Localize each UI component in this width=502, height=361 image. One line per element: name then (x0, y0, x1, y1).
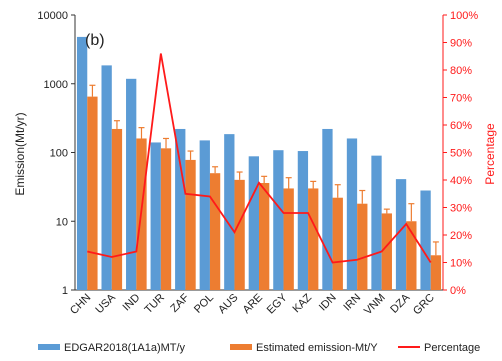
bar-estimated-usa (111, 128, 123, 290)
bar-estimated-egy (283, 188, 294, 290)
bar-edgar-vnm (371, 155, 382, 290)
bar-edgar-tur (150, 142, 161, 290)
bar-estimated-idn (332, 197, 343, 290)
legend-swatch-edgar (38, 344, 60, 350)
y-tick-label: 1 (62, 285, 68, 297)
bar-estimated-pol (209, 173, 221, 290)
x-tick-label-zaf: ZAF (168, 291, 191, 314)
bar-estimated-are (259, 183, 270, 290)
legend-label-edgar: EDGAR2018(1A1a)MT/y (64, 342, 186, 354)
y2-tick-label: 0% (450, 285, 466, 297)
bar-edgar-irn (346, 138, 358, 290)
bar-edgar-are (248, 156, 259, 290)
x-tick-label-aus: AUS (216, 292, 240, 316)
x-tick-label-usa: USA (93, 291, 118, 316)
bar-edgar-aus (224, 134, 235, 290)
bar-estimated-vnm (381, 213, 392, 290)
bar-estimated-tur (160, 148, 172, 290)
y2-tick-label: 100% (450, 10, 478, 22)
y2-tick-label: 50% (450, 148, 472, 160)
panel-label: (b) (85, 32, 105, 49)
bar-estimated-grc (430, 255, 442, 290)
y-tick-label: 100 (50, 148, 68, 160)
bar-edgar-chn (76, 36, 88, 290)
legend-swatch-estimated (230, 344, 252, 350)
bar-edgar-idn (322, 128, 333, 290)
x-tick-label-idn: IDN (317, 292, 339, 314)
y2-tick-label: 90% (450, 38, 472, 50)
legend: EDGAR2018(1A1a)MT/y Estimated emission-Mt… (38, 342, 480, 354)
bar-edgar-grc (420, 190, 431, 290)
y-tick-label: 10 (56, 216, 68, 228)
x-tick-label-tur: TUR (143, 292, 168, 317)
y-axis-title: Emission(Mt/yr) (13, 112, 27, 195)
y2-tick-label: 20% (450, 230, 472, 242)
bar-edgar-ind (126, 78, 137, 291)
y2-tick-label: 80% (450, 65, 472, 77)
bar-estimated-dza (406, 221, 417, 290)
x-tick-label-chn: CHN (68, 292, 93, 317)
y2-tick-label: 70% (450, 93, 472, 105)
bar-edgar-usa (101, 65, 112, 290)
bar-edgar-zaf (175, 128, 186, 290)
bar-estimated-chn (87, 96, 98, 290)
y2-tick-label: 40% (450, 175, 472, 187)
bar-estimated-kaz (308, 188, 319, 290)
x-tick-label-are: ARE (241, 292, 265, 316)
y2-tick-label: 10% (450, 258, 472, 270)
x-tick-label-ind: IND (121, 292, 143, 314)
x-tick-label-egy: EGY (265, 291, 290, 316)
x-tick-label-kaz: KAZ (291, 291, 315, 315)
x-tick-label-irn: IRN (341, 292, 363, 314)
y-tick-label: 1000 (44, 79, 68, 91)
x-tick-label-dza: DZA (388, 291, 413, 316)
percentage-line-group (87, 53, 432, 264)
bar-estimated-irn (357, 203, 368, 290)
y2-tick-label: 60% (450, 120, 472, 132)
x-tick-label-pol: POL (192, 292, 216, 316)
legend-label-percentage: Percentage (424, 342, 480, 354)
bar-estimated-zaf (185, 159, 196, 290)
x-tick-label-grc: GRC (411, 292, 437, 318)
bar-edgar-kaz (297, 151, 309, 290)
bar-estimated-aus (234, 179, 245, 290)
x-tick-label-vnm: VNM (362, 292, 388, 318)
bar-edgar-pol (199, 140, 210, 290)
y2-tick-label: 30% (450, 203, 472, 215)
bar-edgar-dza (395, 179, 407, 290)
bar-edgar-egy (273, 150, 284, 290)
legend-label-estimated: Estimated emission-Mt/Y (256, 342, 378, 354)
y2-axis-title: Percentage (483, 123, 497, 185)
y-tick-label: 10000 (37, 10, 68, 22)
